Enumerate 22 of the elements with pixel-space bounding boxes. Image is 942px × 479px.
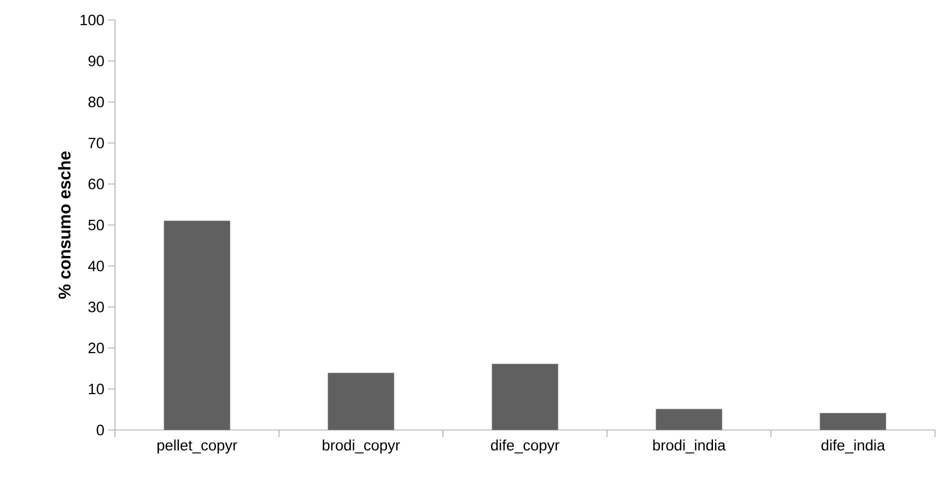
- bar: [328, 372, 394, 430]
- bar: [656, 408, 722, 430]
- x-tick-label: pellet_copyr: [158, 440, 238, 454]
- y-tick-label: 50: [88, 220, 104, 230]
- y-tick-label: 100: [80, 14, 104, 26]
- x-tick-label: brodi_copyr: [322, 440, 400, 454]
- y-tick-label: 10: [88, 384, 104, 394]
- y-tick-label: 60: [88, 178, 104, 190]
- y-tick-label: 40: [88, 260, 104, 272]
- y-tick-label: 20: [88, 342, 104, 354]
- bar: [164, 220, 230, 430]
- y-tick-label: 80: [88, 96, 104, 108]
- y-axis-title: % consumo esche: [58, 151, 71, 299]
- bar: [820, 412, 886, 430]
- bar: [492, 364, 558, 430]
- y-tick-label: 30: [88, 302, 104, 312]
- y-tick-label: 90: [88, 56, 104, 66]
- x-tick-label: dife_india: [822, 440, 886, 454]
- x-tick-label: dife_copyr: [491, 440, 560, 454]
- y-tick-label: 70: [88, 138, 104, 148]
- x-tick-label: brodi_india: [653, 440, 726, 454]
- y-tick-label: 0: [96, 424, 104, 436]
